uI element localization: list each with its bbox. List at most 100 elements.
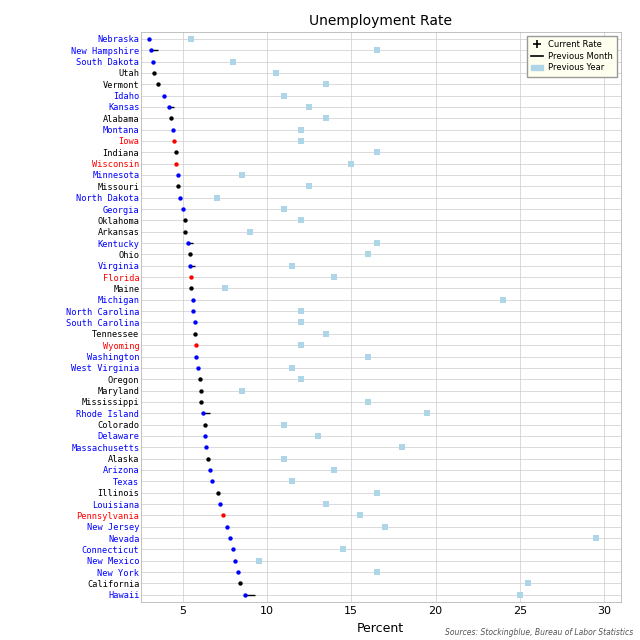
- Point: [240, 589, 250, 600]
- Point: [321, 499, 331, 509]
- Point: [321, 329, 331, 339]
- Point: [338, 544, 348, 554]
- Point: [147, 56, 157, 67]
- Point: [207, 476, 217, 486]
- Point: [171, 159, 181, 169]
- Point: [279, 419, 289, 429]
- Point: [312, 431, 323, 441]
- Point: [371, 488, 381, 498]
- X-axis label: Percent: Percent: [357, 622, 404, 635]
- Point: [287, 476, 298, 486]
- Point: [515, 589, 525, 600]
- Point: [363, 351, 373, 362]
- Point: [186, 34, 196, 44]
- Point: [296, 136, 306, 146]
- Point: [196, 397, 207, 407]
- Point: [321, 113, 331, 124]
- Point: [228, 56, 239, 67]
- Point: [184, 260, 195, 271]
- Point: [397, 442, 407, 452]
- Point: [253, 556, 264, 566]
- Point: [178, 204, 188, 214]
- Point: [215, 499, 225, 509]
- Point: [321, 79, 331, 90]
- Point: [230, 556, 240, 566]
- Point: [296, 306, 306, 316]
- Point: [304, 181, 314, 191]
- Point: [330, 465, 340, 475]
- Point: [371, 238, 381, 248]
- Point: [198, 408, 208, 419]
- Point: [218, 510, 228, 520]
- Point: [189, 329, 200, 339]
- Point: [188, 294, 198, 305]
- Point: [523, 579, 533, 589]
- Point: [146, 45, 156, 55]
- Point: [196, 385, 207, 396]
- Point: [355, 510, 365, 520]
- Point: [279, 204, 289, 214]
- Point: [189, 317, 200, 328]
- Point: [363, 397, 373, 407]
- Point: [422, 408, 432, 419]
- Point: [171, 147, 181, 157]
- Point: [184, 249, 195, 259]
- Title: Unemployment Rate: Unemployment Rate: [309, 14, 452, 28]
- Point: [144, 34, 154, 44]
- Point: [296, 340, 306, 350]
- Point: [159, 90, 170, 100]
- Point: [179, 215, 189, 225]
- Point: [186, 272, 196, 282]
- Point: [346, 159, 356, 169]
- Point: [296, 215, 306, 225]
- Point: [183, 238, 193, 248]
- Point: [237, 170, 247, 180]
- Point: [304, 102, 314, 112]
- Point: [164, 102, 175, 112]
- Point: [213, 488, 223, 498]
- Point: [279, 454, 289, 464]
- Point: [173, 170, 183, 180]
- Point: [380, 522, 390, 532]
- Legend: Current Rate, Previous Month, Previous Year: Current Rate, Previous Month, Previous Y…: [527, 36, 616, 77]
- Point: [237, 385, 247, 396]
- Point: [168, 124, 178, 134]
- Point: [179, 227, 189, 237]
- Point: [225, 533, 235, 543]
- Point: [279, 90, 289, 100]
- Point: [498, 294, 508, 305]
- Point: [188, 306, 198, 316]
- Point: [330, 272, 340, 282]
- Point: [175, 193, 185, 203]
- Point: [170, 136, 180, 146]
- Point: [202, 442, 212, 452]
- Point: [271, 68, 281, 78]
- Point: [205, 465, 215, 475]
- Point: [234, 567, 244, 577]
- Point: [235, 579, 245, 589]
- Point: [220, 284, 230, 294]
- Point: [245, 227, 255, 237]
- Point: [166, 113, 176, 124]
- Point: [287, 260, 298, 271]
- Point: [149, 68, 159, 78]
- Point: [191, 340, 202, 350]
- Point: [228, 544, 239, 554]
- Point: [371, 45, 381, 55]
- Point: [193, 363, 203, 373]
- Point: [371, 147, 381, 157]
- Point: [191, 351, 202, 362]
- Point: [152, 79, 163, 90]
- Point: [371, 567, 381, 577]
- Point: [211, 193, 221, 203]
- Point: [296, 124, 306, 134]
- Point: [200, 419, 210, 429]
- Point: [287, 363, 298, 373]
- Point: [363, 249, 373, 259]
- Point: [203, 454, 213, 464]
- Point: [221, 522, 232, 532]
- Point: [195, 374, 205, 385]
- Text: Sources: Stockingblue, Bureau of Labor Statistics: Sources: Stockingblue, Bureau of Labor S…: [445, 628, 634, 637]
- Point: [186, 284, 196, 294]
- Point: [200, 431, 210, 441]
